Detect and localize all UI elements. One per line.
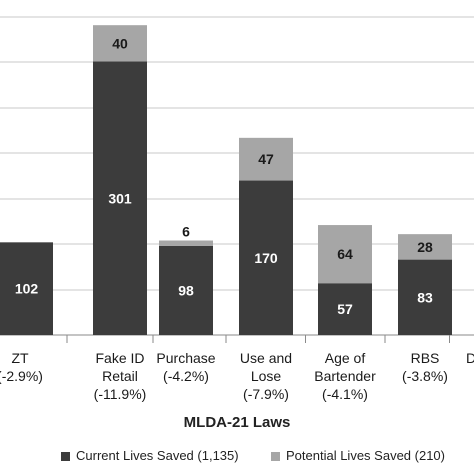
category-label-line: RBS — [410, 350, 440, 366]
data-label-current-5: 83 — [417, 289, 433, 305]
category-label-5: RBS (-3.8%) — [380, 349, 470, 385]
data-label-current-1: 301 — [108, 190, 132, 206]
data-label-potential-3: 47 — [258, 151, 274, 167]
category-label-line: (-4.2%) — [163, 368, 209, 384]
data-label-current-3: 170 — [254, 250, 278, 266]
category-label-0: ZT (-2.9%) — [0, 349, 65, 385]
category-label-line: D — [466, 350, 474, 366]
category-label-line: (-2.9%) — [0, 368, 43, 384]
category-label-line: Retail — [102, 368, 138, 384]
data-label-potential-1: 40 — [112, 35, 128, 51]
category-label-3: Use and Lose (-7.9%) — [221, 349, 311, 403]
category-label-1: Fake ID Retail (-11.9%) — [75, 349, 165, 403]
bar-potential-4 — [318, 225, 372, 284]
category-label-line: Purchase — [156, 350, 216, 366]
bar-potential-3 — [239, 137, 293, 181]
category-label-4: Age of Bartender (-4.1%) — [300, 349, 390, 403]
category-label-line: (-4.1%) — [322, 386, 368, 402]
bar-potential-2 — [159, 240, 213, 246]
data-label-potential-5: 28 — [417, 239, 433, 255]
category-label-line: (-3.8%) — [402, 368, 448, 384]
category-label-line: ZT — [11, 350, 29, 366]
data-label-potential-2: 6 — [182, 224, 190, 240]
category-label-6: D — [466, 349, 474, 367]
category-label-line: Use and — [239, 350, 293, 366]
legend-swatch-potential — [271, 452, 280, 462]
bar-current-4 — [318, 283, 372, 335]
category-label-2: Purchase (-4.2%) — [141, 349, 231, 385]
legend-label-current: Current Lives Saved (1,135) — [76, 448, 239, 463]
bar-current-0 — [0, 242, 53, 335]
category-label-line: Lose — [250, 368, 282, 384]
bar-current-1 — [93, 61, 147, 336]
data-label-current-4: 57 — [337, 301, 353, 317]
legend-label-potential: Potential Lives Saved (210) — [286, 448, 445, 463]
category-label-line: Bartender — [314, 368, 376, 384]
category-label-line: Age of — [324, 350, 366, 366]
data-label-current-2: 98 — [178, 282, 194, 298]
category-label-line: (-7.9%) — [243, 386, 289, 402]
legend-swatch-current — [61, 452, 70, 462]
data-label-current-0: 102 — [15, 281, 39, 297]
category-label-line: (-11.9%) — [93, 386, 147, 402]
legend-item-current: Current Lives Saved (1,135) — [61, 448, 239, 463]
category-label-line: Fake ID — [95, 350, 145, 366]
data-label-potential-4: 64 — [337, 246, 353, 262]
legend-item-potential: Potential Lives Saved (210) — [271, 448, 445, 463]
x-axis-title: MLDA-21 Laws — [183, 414, 291, 431]
bar-current-2 — [159, 245, 213, 335]
bar-potential-5 — [398, 234, 452, 260]
bar-current-5 — [398, 259, 452, 335]
bar-potential-1 — [93, 25, 147, 62]
bar-current-3 — [239, 180, 293, 335]
